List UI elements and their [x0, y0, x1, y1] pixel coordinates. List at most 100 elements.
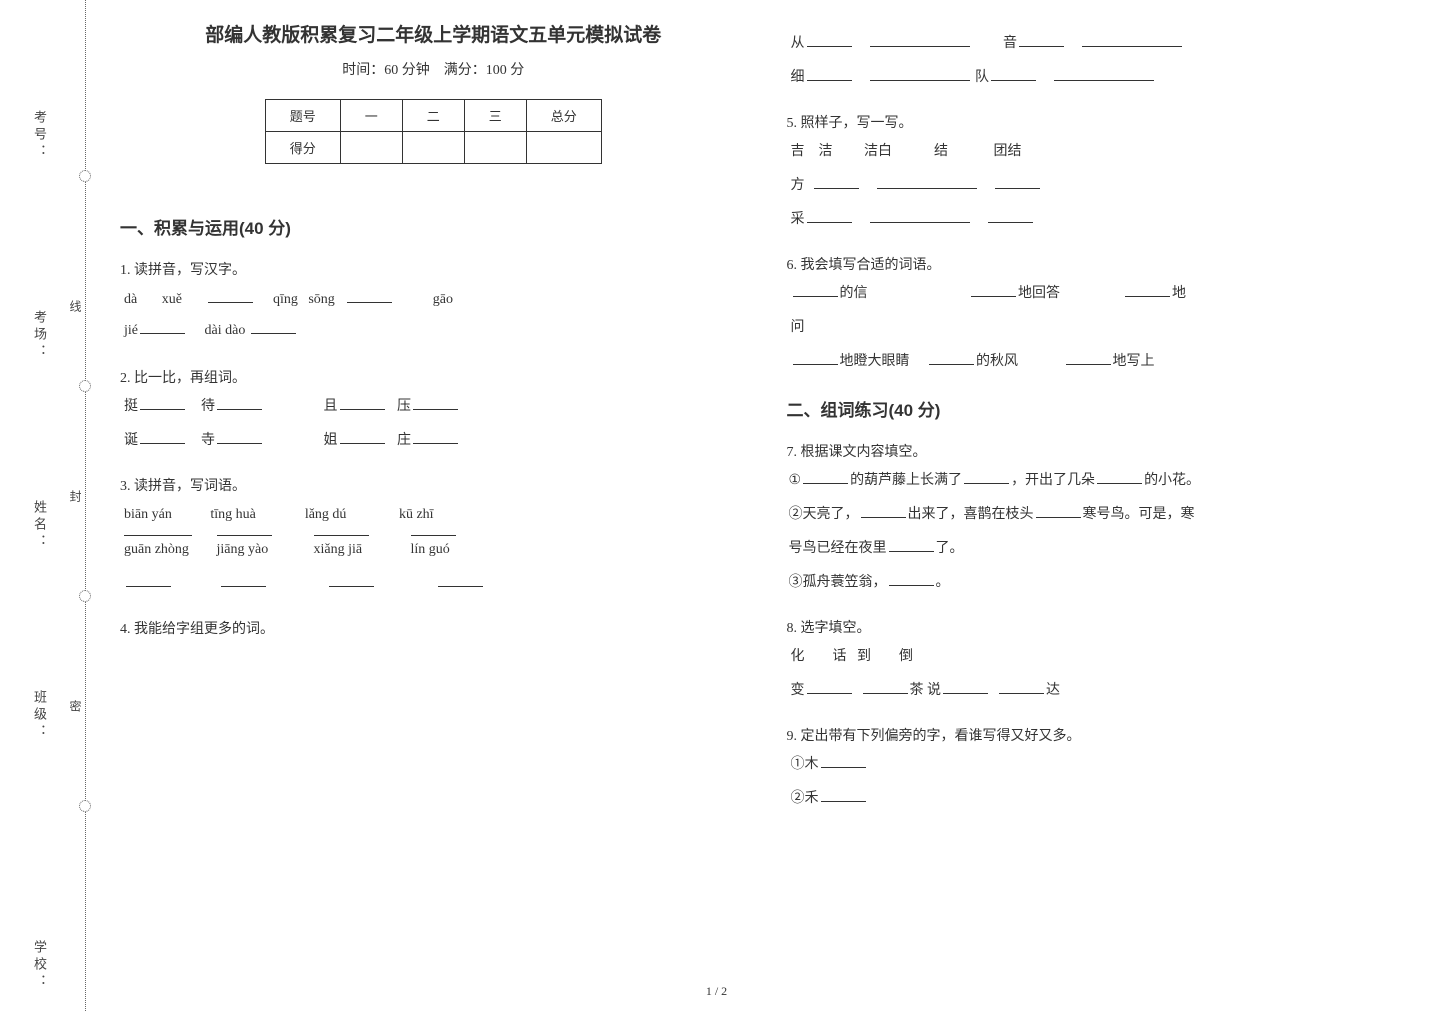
page-number: 1 / 2 — [706, 984, 727, 999]
binding-circle-icon — [79, 170, 91, 182]
answer-blank[interactable] — [988, 207, 1033, 223]
pinyin: dài dào — [205, 323, 246, 338]
question-9: 9. 定出带有下列偏旁的字，看谁写得又好又多。 ①木 ②禾 — [787, 723, 1414, 813]
section-2-title: 二、组词练习(40 分) — [787, 396, 1414, 421]
answer-blank[interactable] — [347, 287, 392, 303]
right-column: 从 音 细 队 5. 照样子，写一写。 吉 洁 洁白 — [787, 20, 1414, 831]
q1-label: 1. 读拼音，写汉字。 — [120, 257, 747, 285]
binding-label-class: 班级： — [30, 690, 49, 741]
answer-blank[interactable] — [807, 31, 852, 47]
text: 问 — [791, 320, 805, 335]
answer-blank[interactable] — [221, 571, 266, 587]
q8-row-2: 变 茶 说 达 — [791, 677, 1414, 705]
answer-blank[interactable] — [438, 571, 483, 587]
text: ③孤舟蓑笠翁， — [789, 575, 887, 590]
answer-blank[interactable] — [870, 31, 970, 47]
answer-blank[interactable] — [995, 173, 1040, 189]
char: 寺 — [201, 433, 215, 448]
q6-row-2: 地瞪大眼睛 的秋风 地写上 — [791, 348, 1414, 376]
answer-blank[interactable] — [807, 65, 852, 81]
th-one: 一 — [340, 100, 402, 132]
answer-blank[interactable] — [340, 428, 385, 444]
q3-row-2: guān zhòng jiāng yào xiǎng jiā lín guó — [124, 535, 747, 564]
q8-label: 8. 选字填空。 — [787, 615, 1414, 643]
char: 音 — [1003, 36, 1017, 51]
pinyin: gāo — [433, 292, 453, 307]
char: 化 — [791, 649, 805, 664]
answer-blank[interactable] — [877, 173, 977, 189]
q7-label: 7. 根据课文内容填空。 — [787, 439, 1414, 467]
answer-blank[interactable] — [1054, 65, 1154, 81]
q3-row-3 — [124, 570, 747, 598]
answer-blank[interactable] — [863, 678, 908, 694]
answer-blank[interactable] — [964, 468, 1009, 484]
answer-blank[interactable] — [814, 173, 859, 189]
question-4: 4. 我能给字组更多的词。 — [120, 616, 747, 644]
pinyin: xuě — [162, 292, 182, 307]
answer-blank[interactable] — [807, 207, 852, 223]
answer-blank[interactable] — [929, 349, 974, 365]
answer-blank[interactable] — [793, 349, 838, 365]
question-1: 1. 读拼音，写汉字。 dà xuě qīng sōng gāo jié dài… — [120, 257, 747, 347]
q6-label: 6. 我会填写合适的词语。 — [787, 252, 1414, 280]
th-two: 二 — [402, 100, 464, 132]
answer-blank[interactable] — [1125, 281, 1170, 297]
answer-blank[interactable] — [140, 318, 185, 334]
answer-blank[interactable] — [870, 65, 970, 81]
text: 了。 — [936, 541, 964, 556]
answer-blank[interactable] — [1036, 502, 1081, 518]
answer-blank[interactable] — [1066, 349, 1111, 365]
answer-blank[interactable] — [991, 65, 1036, 81]
text: 出来了，喜鹊在枝头 — [908, 507, 1034, 522]
question-2: 2. 比一比，再组词。 挺 待 且 压 诞 寺 姐 庄 — [120, 365, 747, 455]
answer-blank[interactable] — [889, 536, 934, 552]
answer-blank[interactable] — [793, 281, 838, 297]
answer-blank[interactable] — [413, 428, 458, 444]
char: 庄 — [397, 433, 411, 448]
char: 挺 — [124, 399, 138, 414]
pinyin: sōng — [308, 292, 334, 307]
answer-blank[interactable] — [807, 678, 852, 694]
text: 地 — [1172, 286, 1186, 301]
char: 姐 — [324, 433, 338, 448]
left-column: 部编人教版积累复习二年级上学期语文五单元模拟试卷 时间：60 分钟 满分：100… — [120, 20, 747, 831]
pinyin: guān zhòng — [124, 535, 192, 564]
answer-blank[interactable] — [1019, 31, 1064, 47]
answer-blank[interactable] — [1082, 31, 1182, 47]
q7-line-3: ③孤舟蓑笠翁，。 — [787, 569, 1414, 597]
th-total: 总分 — [526, 100, 601, 132]
table-row: 题号 一 二 三 总分 — [265, 100, 601, 132]
binding-circle-icon — [79, 590, 91, 602]
answer-blank[interactable] — [140, 394, 185, 410]
answer-blank[interactable] — [208, 287, 253, 303]
answer-blank[interactable] — [126, 571, 171, 587]
answer-blank[interactable] — [251, 318, 296, 334]
answer-blank[interactable] — [889, 570, 934, 586]
answer-blank[interactable] — [971, 281, 1016, 297]
question-6: 6. 我会填写合适的词语。 的信 地回答 地 问 地瞪大眼睛 的秋风 地写上 — [787, 252, 1414, 376]
answer-blank[interactable] — [217, 394, 262, 410]
answer-blank[interactable] — [821, 752, 866, 768]
binding-circle-icon — [79, 380, 91, 392]
answer-blank[interactable] — [329, 571, 374, 587]
page-content: 部编人教版积累复习二年级上学期语文五单元模拟试卷 时间：60 分钟 满分：100… — [120, 20, 1413, 831]
answer-blank[interactable] — [340, 394, 385, 410]
answer-blank[interactable] — [943, 678, 988, 694]
text: 的秋风 — [976, 354, 1018, 369]
answer-blank[interactable] — [861, 502, 906, 518]
answer-blank[interactable] — [413, 394, 458, 410]
answer-blank[interactable] — [999, 678, 1044, 694]
answer-blank[interactable] — [1097, 468, 1142, 484]
text: 茶 说 — [910, 683, 942, 698]
text: 地回答 — [1018, 286, 1060, 301]
td-defen: 得分 — [265, 132, 340, 164]
text: ① — [789, 473, 802, 488]
answer-blank[interactable] — [821, 786, 866, 802]
char: 采 — [791, 212, 805, 227]
answer-blank[interactable] — [803, 468, 848, 484]
q9-row-1: ①木 — [791, 751, 1414, 779]
text: 的葫芦藤上长满了 — [850, 473, 962, 488]
answer-blank[interactable] — [870, 207, 970, 223]
answer-blank[interactable] — [140, 428, 185, 444]
answer-blank[interactable] — [217, 428, 262, 444]
